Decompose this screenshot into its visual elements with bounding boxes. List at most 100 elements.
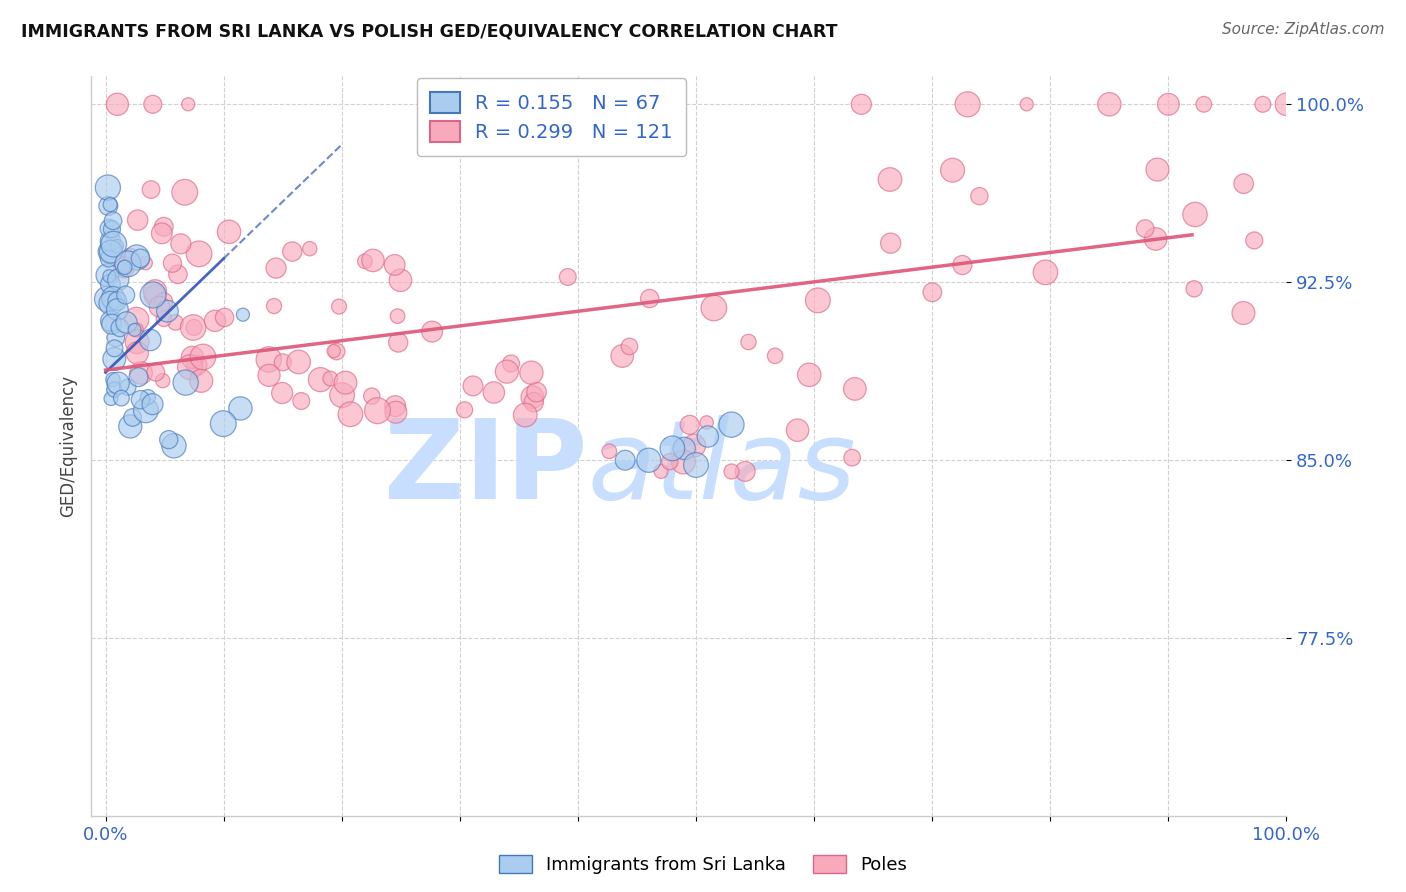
Point: [108, 320, 131, 334]
Point: [165, 316, 187, 330]
Point: [157, 433, 180, 447]
Point: [100, 277, 122, 292]
Point: [650, 464, 672, 478]
Point: [181, 320, 204, 334]
Point: [387, 335, 409, 350]
Point: [679, 417, 702, 432]
Point: [112, 260, 135, 274]
Point: [950, 258, 973, 272]
Point: [110, 391, 132, 405]
Point: [385, 405, 408, 419]
Point: [127, 213, 149, 227]
Point: [879, 172, 901, 186]
Point: [107, 273, 129, 287]
Point: [152, 294, 174, 309]
Point: [98, 197, 121, 211]
Point: [129, 392, 152, 407]
Point: [98, 234, 121, 248]
Point: [135, 403, 157, 417]
Point: [100, 293, 122, 308]
Point: [127, 346, 149, 360]
Point: [515, 408, 537, 422]
Point: [384, 399, 406, 413]
Point: [1035, 265, 1057, 279]
Point: [298, 242, 321, 256]
Point: [214, 310, 236, 325]
Point: [661, 442, 683, 456]
Point: [142, 288, 165, 302]
Point: [112, 260, 135, 275]
Point: [1144, 232, 1167, 246]
Point: [720, 465, 742, 479]
Point: [179, 360, 201, 375]
Point: [1232, 306, 1254, 320]
Point: [499, 356, 522, 370]
Point: [482, 385, 505, 400]
Point: [97, 199, 120, 213]
Point: [1243, 234, 1265, 248]
Point: [129, 366, 152, 380]
Point: [174, 376, 197, 390]
Point: [156, 304, 179, 318]
Point: [153, 311, 176, 326]
Text: ZIP: ZIP: [384, 415, 588, 522]
Point: [1184, 207, 1206, 221]
Point: [204, 314, 226, 328]
Point: [841, 450, 863, 465]
Point: [114, 260, 136, 275]
Point: [526, 385, 548, 400]
Point: [97, 252, 120, 266]
Point: [309, 373, 332, 387]
Point: [325, 344, 347, 359]
Point: [101, 213, 124, 227]
Point: [319, 371, 342, 385]
Point: [257, 368, 280, 383]
Point: [844, 382, 866, 396]
Point: [1098, 97, 1121, 112]
Point: [271, 355, 294, 369]
Point: [97, 180, 120, 194]
Point: [114, 288, 136, 302]
Point: [103, 351, 125, 366]
Point: [124, 323, 146, 337]
Point: [183, 320, 205, 334]
Point: [271, 386, 294, 401]
Point: [136, 390, 159, 404]
Point: [522, 390, 544, 404]
Point: [658, 455, 681, 469]
Point: [105, 293, 128, 308]
Point: [150, 227, 173, 241]
Point: [96, 268, 118, 283]
Point: [614, 453, 637, 467]
Point: [128, 370, 150, 384]
Point: [257, 352, 280, 367]
Point: [135, 256, 157, 270]
Point: [162, 256, 184, 270]
Point: [322, 344, 344, 359]
Point: [683, 439, 706, 453]
Point: [101, 222, 124, 236]
Point: [420, 325, 443, 339]
Point: [98, 269, 121, 284]
Point: [188, 247, 211, 261]
Point: [612, 349, 634, 363]
Point: [1275, 97, 1298, 112]
Point: [100, 296, 122, 310]
Point: [1157, 97, 1180, 112]
Point: [163, 439, 186, 453]
Point: [100, 317, 122, 331]
Point: [672, 455, 695, 469]
Point: [737, 334, 759, 349]
Point: [1146, 162, 1168, 177]
Point: [127, 334, 149, 349]
Point: [120, 419, 142, 434]
Point: [101, 373, 124, 387]
Point: [685, 458, 707, 472]
Point: [638, 292, 661, 306]
Point: [799, 368, 821, 382]
Point: [673, 442, 696, 456]
Point: [879, 236, 901, 251]
Point: [287, 355, 309, 369]
Point: [142, 97, 165, 112]
Point: [1251, 97, 1274, 112]
